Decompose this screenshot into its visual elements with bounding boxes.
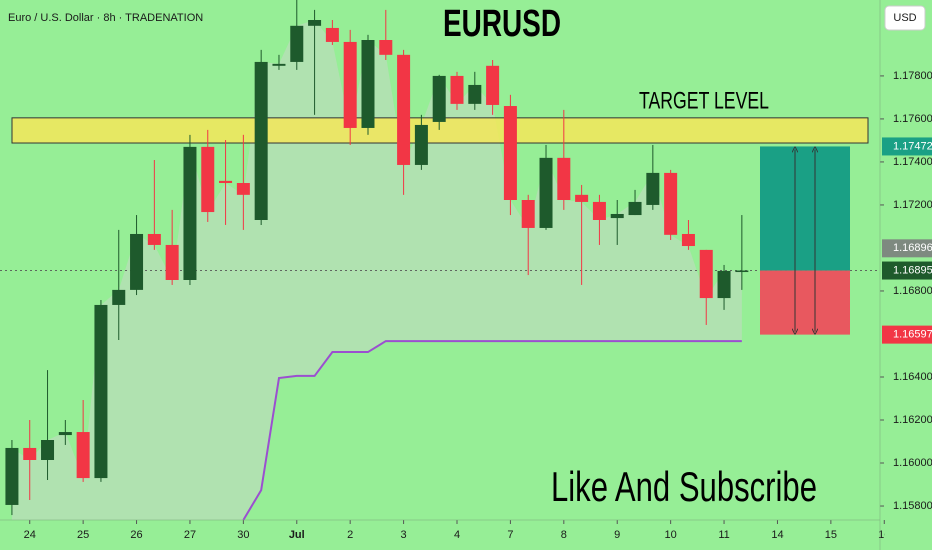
candle-body — [290, 25, 304, 62]
price-badge-label: 1.16896 — [893, 242, 932, 254]
candle-body — [58, 432, 72, 436]
candle-body — [5, 447, 19, 505]
candle-body — [272, 63, 286, 66]
currency-button[interactable] — [884, 5, 926, 31]
candle-body — [94, 304, 108, 479]
x-tick-label: 3 — [401, 529, 407, 541]
candle-body — [592, 201, 606, 220]
y-tick-label: 1.16200 — [893, 414, 932, 426]
x-tick-label: 24 — [24, 529, 36, 541]
candle-body — [450, 75, 464, 104]
plot-area — [0, 0, 880, 520]
x-tick-label: 4 — [454, 529, 460, 541]
y-tick-label: 1.15800 — [893, 500, 932, 512]
candle-body — [343, 41, 357, 128]
candle-body — [610, 213, 624, 219]
x-tick-label: Jul — [289, 529, 305, 541]
profit-box — [760, 146, 850, 271]
y-tick-label: 1.17800 — [893, 70, 932, 82]
candle-body — [254, 61, 268, 220]
candle-body — [183, 146, 197, 280]
candle-body — [539, 157, 553, 228]
x-tick-label: 8 — [561, 529, 567, 541]
candle-body — [308, 20, 322, 26]
x-tick-label: 27 — [184, 529, 196, 541]
y-tick-label: 1.17600 — [893, 113, 932, 125]
symbol-header: Euro / U.S. Dollar · 8h · TRADENATION — [8, 12, 203, 24]
candle-body — [325, 27, 339, 42]
candle-body — [236, 183, 250, 195]
candle-body — [379, 40, 393, 55]
price-badge-label: 1.17472 — [893, 140, 932, 152]
x-tick-label: 15 — [825, 529, 837, 541]
candle-body — [23, 447, 37, 460]
price-area — [11, 20, 742, 520]
candle-body — [361, 40, 375, 128]
candle-body — [521, 200, 535, 228]
x-tick-label: 16 — [878, 529, 890, 541]
x-tick-label: 14 — [771, 529, 783, 541]
y-tick-label: 1.17400 — [893, 156, 932, 168]
candle-body — [397, 54, 411, 165]
candle-body — [503, 106, 517, 200]
candle-body — [147, 233, 161, 245]
x-tick-label: 30 — [237, 529, 249, 541]
price-badge-label: 1.16895 — [893, 264, 932, 276]
zone-label: TARGET LEVEL — [639, 87, 769, 114]
candle-body — [219, 180, 233, 184]
x-tick-label: 10 — [665, 529, 677, 541]
annotation: Like And Subscribe — [551, 463, 817, 510]
candle-body — [201, 146, 215, 213]
y-tick-label: 1.16000 — [893, 457, 932, 469]
candle-body — [76, 432, 90, 479]
y-tick-label: 1.16400 — [893, 371, 932, 383]
candle-body — [681, 233, 695, 247]
stop-line — [242, 340, 742, 520]
candle-body — [486, 65, 500, 105]
candle-body — [646, 172, 660, 205]
candle-body — [468, 84, 482, 104]
candle-body — [575, 194, 589, 202]
candle-body — [432, 75, 446, 122]
candle-body — [414, 124, 428, 165]
y-tick-label: 1.16800 — [893, 285, 932, 297]
candle-body — [557, 157, 571, 200]
candle-body — [41, 440, 55, 460]
candle-body — [735, 270, 749, 273]
candle-body — [628, 201, 642, 216]
x-tick-label: 2 — [347, 529, 353, 541]
price-badge — [882, 261, 932, 280]
price-badge — [882, 239, 932, 258]
loss-box — [760, 270, 850, 335]
chart-title: EURUSD — [443, 3, 561, 45]
price-badge — [882, 137, 932, 156]
y-axis: 1.15800 1.16000 1.16200 1.16400 1.16800 1.172… — [880, 70, 932, 512]
price-badge — [882, 325, 932, 344]
candle-body — [112, 289, 126, 305]
x-tick-label: 9 — [614, 529, 620, 541]
x-tick-label: 11 — [718, 529, 729, 541]
candle-body — [717, 270, 731, 299]
currency-label: USD — [893, 12, 916, 24]
y-tick-label: 1.17200 — [893, 199, 932, 211]
x-tick-label: 26 — [130, 529, 142, 541]
x-axis: 24 25 26 27 30 Jul 2 3 4 7 8 9 10 11 14 15 16 — [24, 520, 890, 541]
x-tick-label: 25 — [77, 529, 89, 541]
candle-body — [130, 233, 144, 290]
candle-body — [165, 244, 179, 280]
candle-body — [699, 249, 713, 299]
candle-body — [664, 172, 678, 235]
x-tick-label: 7 — [507, 529, 513, 541]
target-zone — [11, 117, 869, 144]
price-badge-label: 1.16597 — [893, 329, 932, 341]
